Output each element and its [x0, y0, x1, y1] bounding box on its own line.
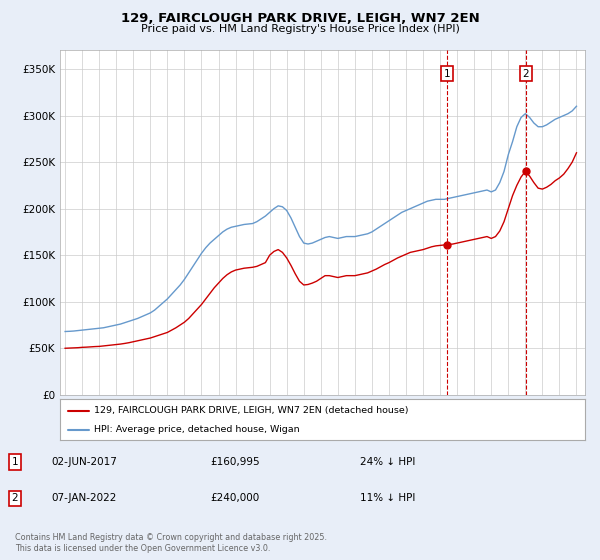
Text: 129, FAIRCLOUGH PARK DRIVE, LEIGH, WN7 2EN (detached house): 129, FAIRCLOUGH PARK DRIVE, LEIGH, WN7 2… — [94, 406, 409, 415]
Text: 11% ↓ HPI: 11% ↓ HPI — [360, 493, 415, 503]
Text: 1: 1 — [11, 457, 19, 467]
Text: 02-JUN-2017: 02-JUN-2017 — [51, 457, 117, 467]
Text: £240,000: £240,000 — [210, 493, 259, 503]
Text: 1: 1 — [444, 69, 451, 78]
Text: Contains HM Land Registry data © Crown copyright and database right 2025.
This d: Contains HM Land Registry data © Crown c… — [15, 533, 327, 553]
Text: 2: 2 — [523, 69, 529, 78]
Text: £160,995: £160,995 — [210, 457, 260, 467]
Text: 2: 2 — [11, 493, 19, 503]
Text: HPI: Average price, detached house, Wigan: HPI: Average price, detached house, Wiga… — [94, 425, 300, 434]
Text: 07-JAN-2022: 07-JAN-2022 — [51, 493, 116, 503]
Text: 24% ↓ HPI: 24% ↓ HPI — [360, 457, 415, 467]
Text: 129, FAIRCLOUGH PARK DRIVE, LEIGH, WN7 2EN: 129, FAIRCLOUGH PARK DRIVE, LEIGH, WN7 2… — [121, 12, 479, 25]
Text: Price paid vs. HM Land Registry's House Price Index (HPI): Price paid vs. HM Land Registry's House … — [140, 24, 460, 34]
